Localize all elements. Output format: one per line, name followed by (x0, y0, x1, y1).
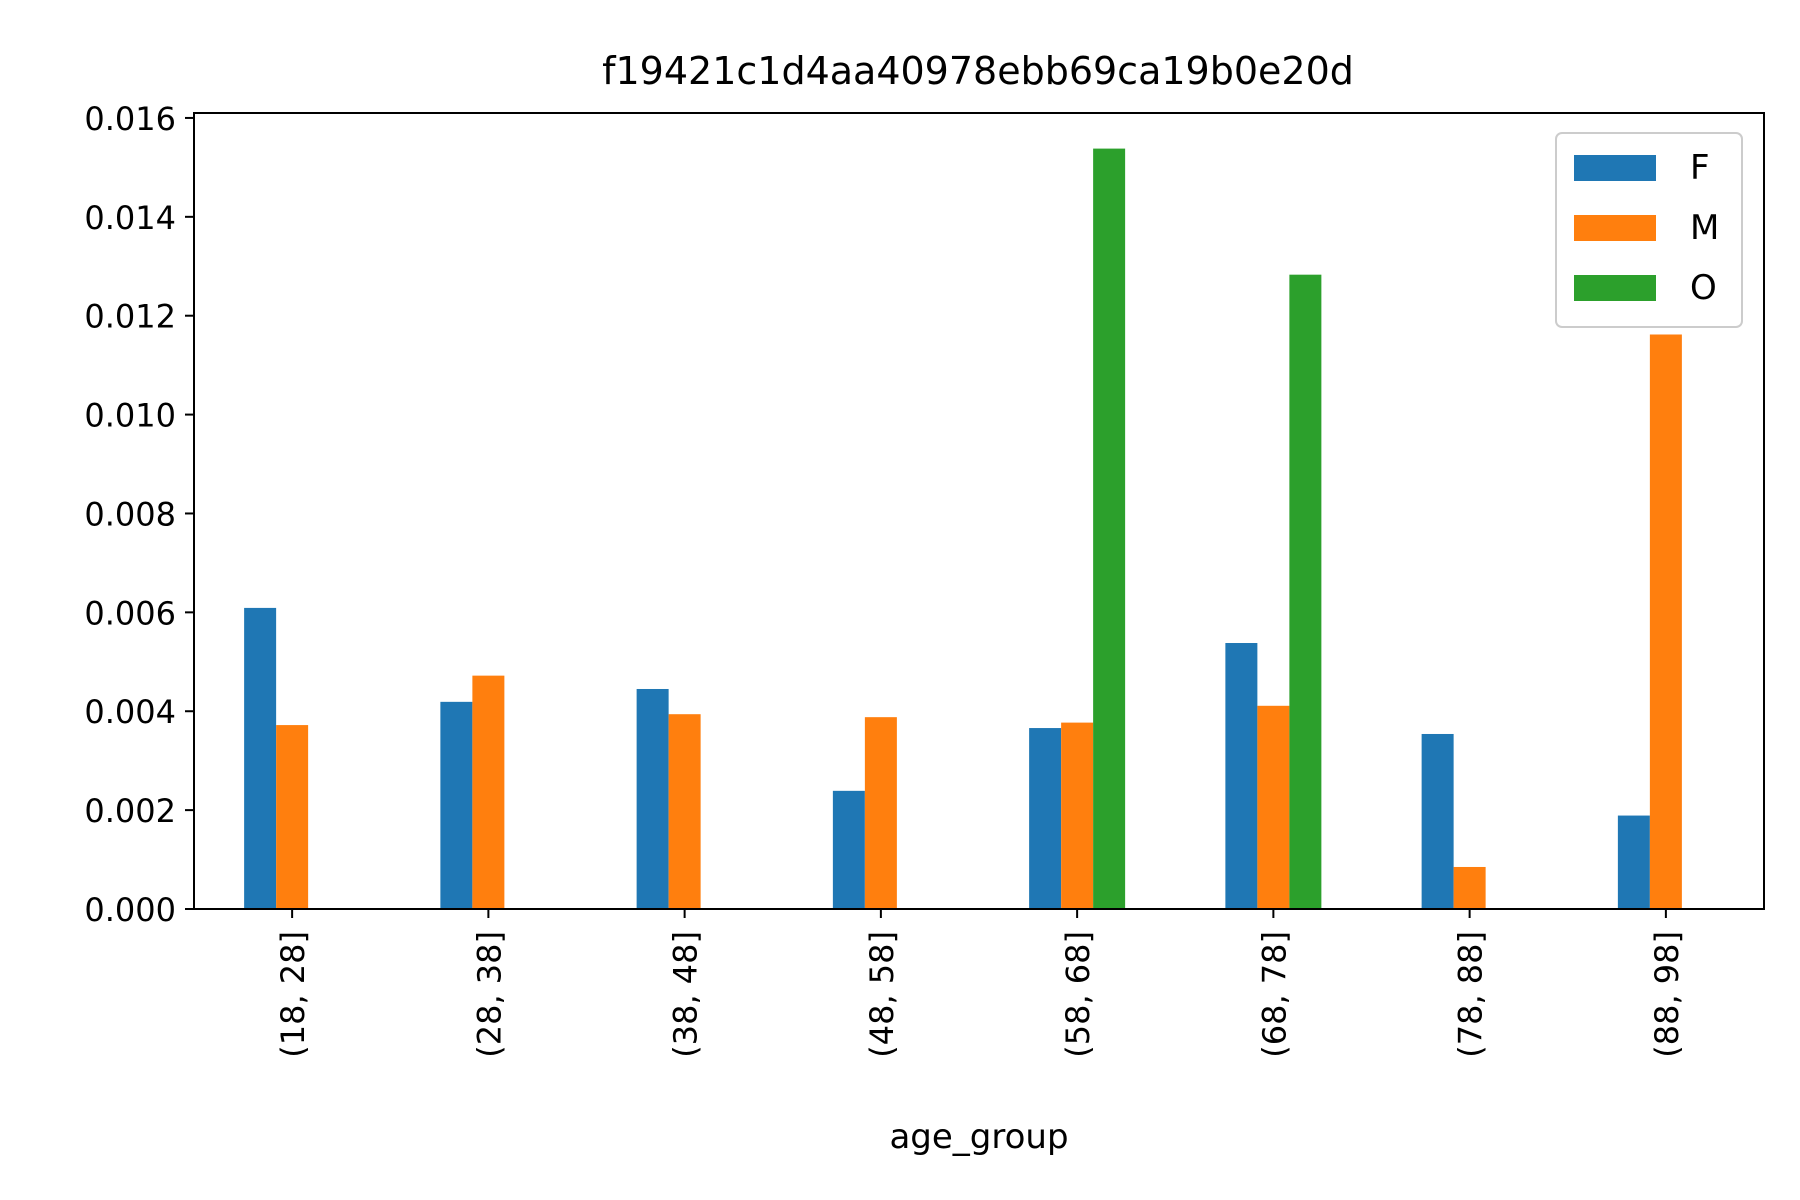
bar-M-6 (1453, 866, 1486, 909)
bar-F-6 (1421, 733, 1454, 909)
chart-title: f19421c1d4aa40978ebb69ca19b0e20d (602, 49, 1354, 93)
bar-F-1 (440, 701, 473, 909)
y-tick-label: 0.012 (84, 298, 176, 336)
bar-M-1 (472, 675, 505, 909)
y-tick-label: 0.004 (84, 693, 176, 731)
x-tick-label: (28, 38] (470, 931, 508, 1058)
x-tick-label: (48, 58] (863, 931, 901, 1058)
y-axis: 0.000 0.002 0.004 0.006 0.008 0.010 0.012 0.014… (84, 100, 194, 929)
bar-M-7 (1649, 334, 1682, 909)
y-tick-label: 0.016 (84, 100, 176, 138)
bar-F-2 (636, 688, 669, 909)
bar-F-7 (1617, 815, 1650, 909)
bar-F-4 (1029, 728, 1062, 909)
x-tick-label: (78, 88] (1452, 931, 1490, 1058)
bar-F-5 (1225, 643, 1258, 909)
legend-swatch-M (1574, 215, 1656, 241)
bar-M-0 (276, 725, 309, 909)
y-tick-label: 0.014 (84, 199, 176, 237)
x-tick-label: (18, 28] (274, 931, 312, 1058)
x-axis: (18, 28] (28, 38] (38, 48] (48, 58] (58, 68]… (274, 909, 1686, 1058)
y-tick-label: 0.008 (84, 495, 176, 533)
legend: FMO (1555, 132, 1743, 328)
bar-M-5 (1257, 705, 1290, 909)
x-tick-label: (68, 78] (1255, 931, 1293, 1058)
legend-swatch-O (1574, 275, 1656, 301)
bar-O-5 (1289, 274, 1322, 909)
x-tick-label: (38, 48] (667, 931, 705, 1058)
plot-frame (193, 112, 1765, 910)
y-tick-label: 0.010 (84, 397, 176, 435)
bar-M-2 (668, 714, 701, 909)
bar-F-3 (832, 790, 865, 909)
bar-F-0 (244, 607, 277, 909)
x-axis-label: age_group (889, 1117, 1068, 1157)
legend-label-O: O (1690, 268, 1717, 308)
legend-label-F: F (1690, 148, 1710, 188)
legend-label-M: M (1690, 208, 1719, 248)
x-tick-label: (88, 98] (1648, 931, 1686, 1058)
y-tick-label: 0.002 (84, 792, 176, 830)
legend-swatch-F (1574, 155, 1656, 181)
y-tick-label: 0.000 (84, 891, 176, 929)
x-tick-label: (58, 68] (1059, 931, 1097, 1058)
bar-O-4 (1093, 148, 1126, 909)
y-tick-label: 0.006 (84, 594, 176, 632)
bar-M-4 (1061, 722, 1094, 909)
bars-layer (244, 148, 1682, 909)
bar-M-3 (864, 717, 897, 909)
